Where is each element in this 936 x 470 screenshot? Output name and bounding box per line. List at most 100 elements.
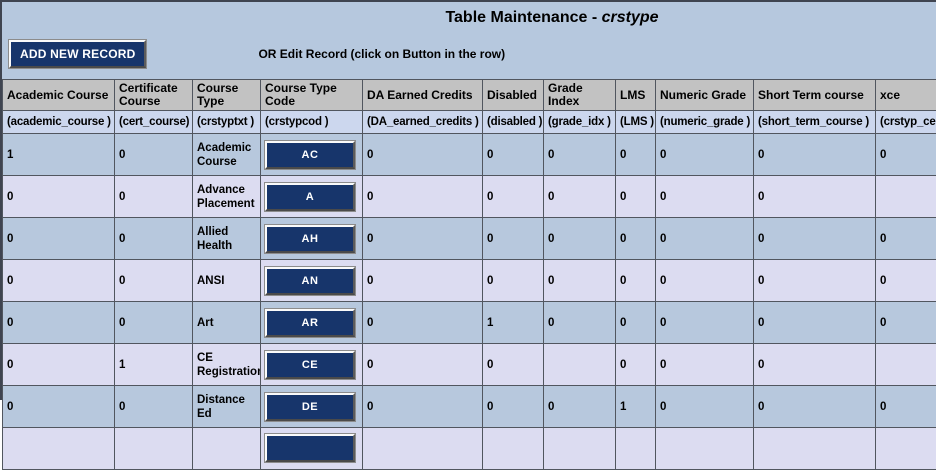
cell-crstyptxt: CE Registration — [193, 344, 261, 386]
cell-grade_idx: 0 — [544, 176, 616, 218]
cell-numeric_grade: 0 — [656, 176, 754, 218]
cell-grade_idx — [544, 344, 616, 386]
cell-cert_course: 0 — [115, 218, 193, 260]
cell-short_term_course — [754, 428, 876, 470]
cell-da_earned_credits: 0 — [363, 386, 483, 428]
field-name-lms: (LMS ) — [616, 111, 656, 134]
cell-lms: 0 — [616, 134, 656, 176]
cell-crstyptxt: Advance Placement — [193, 176, 261, 218]
field-name-short_term_course: (short_term_course ) — [754, 111, 876, 134]
cell-xce: 0 — [876, 134, 936, 176]
cell-short_term_course: 0 — [754, 344, 876, 386]
cell-short_term_course: 0 — [754, 386, 876, 428]
cell-grade_idx — [544, 428, 616, 470]
cell-academic_course: 0 — [3, 218, 115, 260]
field-name-row: (academic_course )(cert_course)(crstyptx… — [3, 111, 936, 134]
cell-crstypcod: A — [261, 176, 363, 218]
cell-xce: 0 — [876, 218, 936, 260]
cell-xce — [876, 176, 936, 218]
column-header-crstypcod: Course Type Code — [261, 80, 363, 111]
edit-record-button[interactable]: A — [265, 183, 355, 211]
field-name-academic_course: (academic_course ) — [3, 111, 115, 134]
edit-record-button[interactable]: AH — [265, 225, 355, 253]
cell-grade_idx: 0 — [544, 218, 616, 260]
edit-record-button[interactable]: AR — [265, 309, 355, 337]
field-name-grade_idx: (grade_idx ) — [544, 111, 616, 134]
cell-lms: 0 — [616, 218, 656, 260]
cell-crstyptxt: Art — [193, 302, 261, 344]
page-title: Table Maintenance - crstype — [2, 2, 936, 28]
cell-lms: 0 — [616, 176, 656, 218]
cell-academic_course: 0 — [3, 386, 115, 428]
edit-record-button[interactable] — [265, 434, 355, 462]
cell-da_earned_credits: 0 — [363, 134, 483, 176]
cell-disabled: 0 — [483, 134, 544, 176]
cell-da_earned_credits — [363, 428, 483, 470]
page-title-text: Table Maintenance - — [445, 9, 601, 26]
cell-xce: 0 — [876, 386, 936, 428]
cell-cert_course: 0 — [115, 134, 193, 176]
cell-short_term_course: 0 — [754, 218, 876, 260]
field-name-crstyptxt: (crstyptxt ) — [193, 111, 261, 134]
cell-xce — [876, 428, 936, 470]
cell-disabled: 0 — [483, 344, 544, 386]
cell-academic_course — [3, 428, 115, 470]
cell-cert_course — [115, 428, 193, 470]
cell-academic_course: 0 — [3, 344, 115, 386]
cell-cert_course: 0 — [115, 386, 193, 428]
column-header-crstyptxt: Course Type — [193, 80, 261, 111]
edit-record-button[interactable]: AN — [265, 267, 355, 295]
cell-crstypcod: AR — [261, 302, 363, 344]
cell-crstypcod: DE — [261, 386, 363, 428]
cell-disabled: 0 — [483, 218, 544, 260]
column-header-grade_idx: Grade Index — [544, 80, 616, 111]
cell-da_earned_credits: 0 — [363, 302, 483, 344]
cell-crstypcod: CE — [261, 344, 363, 386]
add-new-record-button[interactable]: ADD NEW RECORD — [9, 40, 146, 68]
cell-crstyptxt: ANSI — [193, 260, 261, 302]
cell-disabled: 0 — [483, 386, 544, 428]
field-name-cert_course: (cert_course) — [115, 111, 193, 134]
toolbar: ADD NEW RECORD OR Edit Record (click on … — [2, 40, 936, 68]
column-header-da_earned_credits: DA Earned Credits — [363, 80, 483, 111]
cell-cert_course: 0 — [115, 176, 193, 218]
cell-short_term_course: 0 — [754, 134, 876, 176]
cell-grade_idx: 0 — [544, 260, 616, 302]
cell-numeric_grade: 0 — [656, 344, 754, 386]
edit-record-button[interactable]: DE — [265, 393, 355, 421]
table-row — [3, 428, 936, 470]
field-name-da_earned_credits: (DA_earned_credits ) — [363, 111, 483, 134]
cell-crstyptxt — [193, 428, 261, 470]
field-name-xce: (crstyp_ce — [876, 111, 936, 134]
field-name-crstypcod: (crstypcod ) — [261, 111, 363, 134]
cell-disabled: 0 — [483, 260, 544, 302]
cell-crstypcod — [261, 428, 363, 470]
cell-disabled: 1 — [483, 302, 544, 344]
cell-crstyptxt: Allied Health — [193, 218, 261, 260]
column-header-lms: LMS — [616, 80, 656, 111]
cell-xce: 0 — [876, 260, 936, 302]
edit-record-button[interactable]: CE — [265, 351, 355, 379]
edit-record-button[interactable]: AC — [265, 141, 355, 169]
cell-cert_course: 1 — [115, 344, 193, 386]
cell-grade_idx: 0 — [544, 302, 616, 344]
cell-numeric_grade: 0 — [656, 386, 754, 428]
cell-short_term_course: 0 — [754, 302, 876, 344]
cell-numeric_grade: 0 — [656, 260, 754, 302]
cell-academic_course: 0 — [3, 260, 115, 302]
cell-xce — [876, 344, 936, 386]
column-header-short_term_course: Short Term course — [754, 80, 876, 111]
column-header-disabled: Disabled — [483, 80, 544, 111]
cell-numeric_grade: 0 — [656, 218, 754, 260]
cell-crstypcod: AC — [261, 134, 363, 176]
column-header-cert_course: Certificate Course — [115, 80, 193, 111]
page-title-table-name: crstype — [602, 9, 659, 26]
cell-cert_course: 0 — [115, 260, 193, 302]
